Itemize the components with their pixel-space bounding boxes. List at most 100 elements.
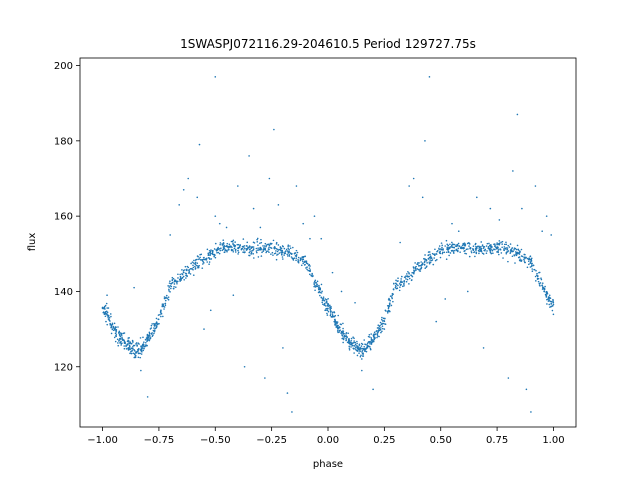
data-point	[391, 296, 393, 298]
data-point	[308, 269, 311, 272]
data-point	[164, 299, 167, 302]
data-point	[462, 247, 465, 249]
data-point	[315, 285, 318, 288]
data-point	[544, 285, 546, 288]
data-point	[328, 307, 331, 309]
data-point	[177, 273, 179, 276]
data-point	[149, 337, 152, 340]
data-point	[208, 261, 211, 263]
data-point	[354, 345, 356, 347]
data-point	[138, 352, 140, 355]
data-point	[127, 339, 129, 342]
data-point	[446, 243, 449, 246]
data-point	[376, 332, 379, 334]
data-point	[192, 264, 194, 267]
data-point	[174, 286, 177, 288]
outlier-point	[252, 207, 255, 210]
data-point	[410, 274, 412, 277]
data-point	[459, 251, 461, 253]
data-point	[157, 314, 160, 316]
outlier-point	[372, 388, 374, 391]
data-point	[128, 337, 130, 339]
data-point	[208, 263, 210, 265]
data-point	[132, 341, 134, 343]
data-point	[467, 248, 469, 250]
data-point	[113, 328, 116, 330]
data-point	[398, 289, 401, 292]
data-point	[216, 249, 219, 251]
data-point	[529, 266, 532, 268]
y-tick-label: 120	[54, 362, 73, 373]
data-point	[364, 348, 367, 350]
data-point	[288, 248, 290, 251]
data-point	[364, 350, 367, 352]
data-point	[322, 296, 325, 298]
y-tick-label: 200	[54, 61, 73, 72]
data-point	[305, 267, 307, 269]
chart-title: 1SWASPJ072116.29-204610.5 Period 129727.…	[180, 37, 476, 51]
data-point	[309, 273, 311, 276]
data-point	[429, 261, 432, 264]
data-point	[272, 254, 274, 256]
data-point	[441, 251, 444, 254]
data-point	[358, 347, 360, 350]
data-point	[474, 255, 476, 258]
data-point	[538, 282, 541, 285]
data-point	[257, 256, 260, 258]
outlier-point	[248, 155, 250, 157]
data-point	[176, 282, 178, 285]
data-point	[370, 343, 373, 345]
data-point	[501, 246, 503, 249]
data-point	[477, 249, 480, 252]
data-point	[160, 312, 163, 315]
data-point	[408, 277, 411, 280]
data-point	[467, 241, 470, 244]
data-point	[151, 323, 153, 325]
data-point	[213, 253, 216, 256]
data-point	[316, 280, 319, 283]
data-point	[501, 243, 503, 245]
data-point	[545, 296, 548, 298]
data-point	[386, 310, 389, 313]
data-point	[516, 253, 519, 255]
data-point	[108, 317, 111, 319]
data-point	[283, 254, 285, 256]
data-point	[275, 243, 278, 245]
data-point	[341, 335, 344, 337]
data-point	[185, 277, 187, 279]
x-tick-label: −0.50	[200, 435, 231, 446]
data-point	[502, 257, 504, 259]
data-point	[400, 278, 402, 280]
data-point	[283, 247, 286, 250]
data-point	[427, 257, 430, 260]
data-point	[260, 247, 262, 250]
data-point	[451, 243, 454, 245]
data-point	[524, 253, 526, 256]
data-point	[514, 253, 517, 255]
data-point	[405, 278, 407, 280]
data-point	[203, 258, 205, 261]
data-point	[129, 352, 131, 355]
data-point	[489, 250, 492, 252]
data-point	[136, 344, 138, 346]
data-point	[407, 270, 409, 273]
data-point	[495, 246, 497, 249]
data-point	[192, 266, 195, 269]
data-point	[280, 249, 282, 252]
outlier-point	[259, 226, 262, 229]
data-point	[295, 257, 298, 259]
data-point	[458, 245, 461, 247]
data-point	[228, 248, 230, 251]
data-point	[231, 249, 234, 251]
data-point	[239, 244, 241, 246]
data-point	[127, 347, 130, 349]
data-point	[120, 334, 123, 336]
outlier-point	[361, 369, 363, 372]
outlier-point	[302, 222, 305, 225]
data-point	[516, 244, 519, 247]
data-point	[129, 341, 132, 343]
data-point	[432, 263, 435, 266]
data-point	[359, 350, 361, 353]
data-point	[397, 284, 399, 287]
